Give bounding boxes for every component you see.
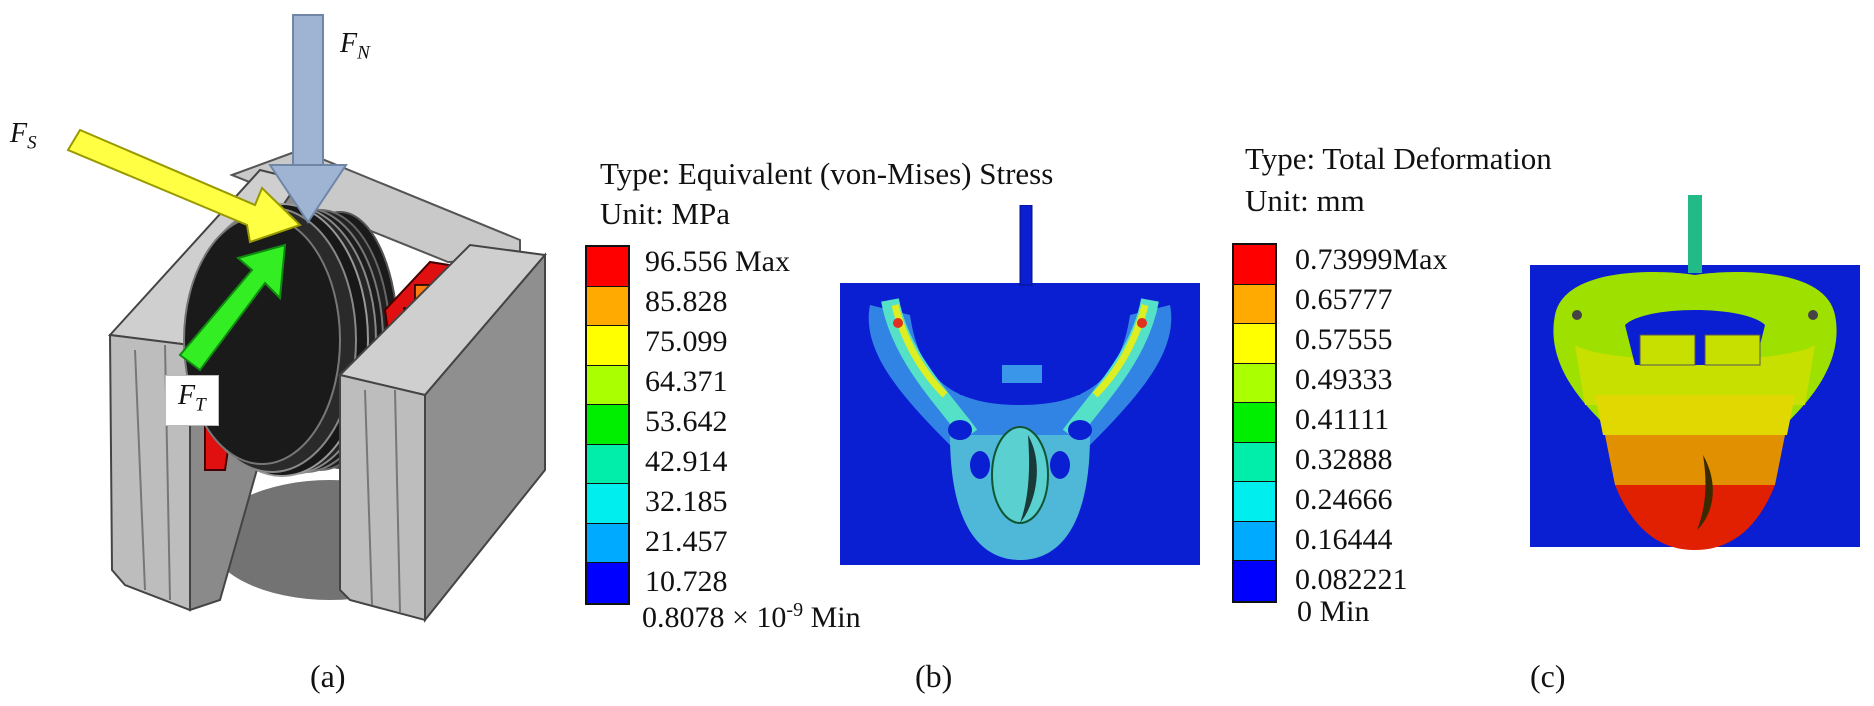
color-swatch [1234, 245, 1275, 285]
legend-value: 0.73999Max [1295, 243, 1448, 276]
legend-value: 32.185 [645, 485, 728, 518]
deformation-color-bar [1232, 243, 1277, 603]
legend-value: 53.642 [645, 405, 728, 438]
caption-b: (b) [915, 658, 953, 694]
legend-value: 10.728 [645, 565, 728, 598]
color-swatch [587, 405, 628, 445]
color-swatch [587, 247, 628, 287]
legend-value: 21.457 [645, 525, 728, 558]
tangential-force-arrow [178, 243, 287, 372]
legend-value: 75.099 [645, 325, 728, 358]
right-bracket-front [339, 373, 426, 622]
color-swatch [1234, 482, 1275, 522]
color-swatch [1234, 363, 1275, 404]
legend-value: 0.082221 [1295, 563, 1408, 596]
legend-value: 64.371 [645, 365, 728, 398]
legend-value: 0.49333 [1295, 363, 1393, 396]
color-swatch [1234, 403, 1275, 443]
shear-force-arrow [66, 128, 302, 244]
caption-a: (a) [310, 658, 346, 694]
normal-force-label: FN [340, 28, 370, 64]
stress-min-label: 0.8078 × 10-9 Min [642, 599, 861, 634]
legend-value: 85.828 [645, 285, 728, 318]
legend-value: 96.556 Max [645, 245, 790, 278]
stress-unit-label: Unit: MPa [600, 196, 731, 231]
color-swatch [1234, 561, 1275, 601]
legend-value: 0.16444 [1295, 523, 1393, 556]
right-bracket-side [424, 252, 546, 623]
caption-c: (c) [1530, 658, 1566, 694]
color-swatch [587, 523, 628, 564]
normal-force-arrow [268, 14, 348, 224]
color-swatch [1234, 324, 1275, 364]
color-swatch [587, 563, 628, 603]
color-swatch [587, 365, 628, 406]
color-swatch [1234, 521, 1275, 562]
stress-type-title: Type: Equivalent (von-Mises) Stress [600, 156, 1054, 191]
color-swatch [587, 444, 628, 485]
color-swatch [587, 484, 628, 524]
legend-value: 0.41111 [1295, 403, 1390, 436]
stress-color-bar [585, 245, 630, 605]
deformation-contour-model [1530, 195, 1860, 550]
legend-value: 0.32888 [1295, 443, 1393, 476]
color-swatch [1234, 442, 1275, 483]
deformation-unit-label: Unit: mm [1245, 183, 1365, 218]
legend-value: 0.24666 [1295, 483, 1393, 516]
legend-value: 42.914 [645, 445, 728, 478]
deformation-type-title: Type: Total Deformation [1245, 141, 1552, 176]
sensor-cad-model [66, 14, 547, 623]
legend-value: 0.57555 [1295, 323, 1393, 356]
color-swatch [1234, 284, 1275, 325]
deformation-min-label: 0 Min [1297, 595, 1370, 628]
tangential-force-label: FT [165, 375, 219, 426]
shear-force-label: FS [10, 118, 37, 154]
stress-contour-model [840, 205, 1200, 565]
color-swatch [587, 286, 628, 327]
color-swatch [587, 326, 628, 366]
legend-value: 0.65777 [1295, 283, 1393, 316]
